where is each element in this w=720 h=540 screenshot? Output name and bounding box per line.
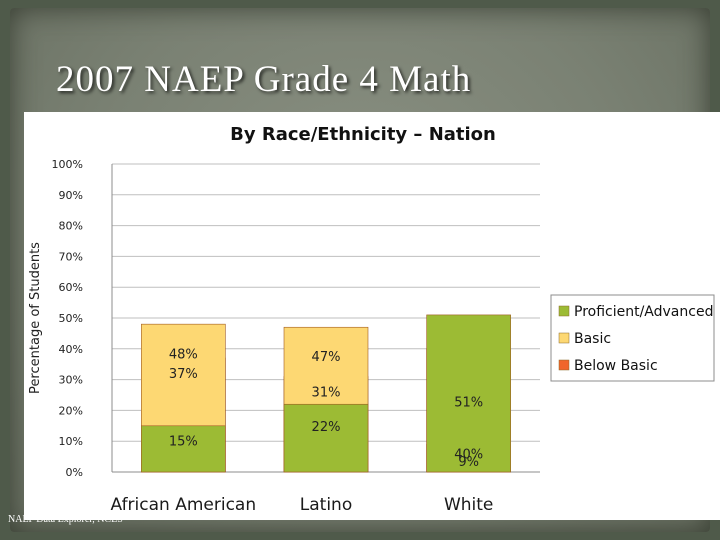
source-footnote: NAEP Data Explorer, NCES xyxy=(8,514,123,525)
y-tick-label: 50% xyxy=(59,312,83,325)
legend-box xyxy=(550,294,715,382)
slide-title: 2007 NAEP Grade 4 Math xyxy=(56,59,472,100)
legend-swatch xyxy=(558,305,570,317)
bar-proficient-advanced-1 xyxy=(283,403,369,473)
y-tick-label: 100% xyxy=(52,158,83,171)
y-tick-label: 0% xyxy=(66,466,83,479)
data-label: 51% xyxy=(454,395,483,410)
y-tick-label: 80% xyxy=(59,220,83,233)
data-label: 40% xyxy=(454,448,483,463)
y-tick-label: 20% xyxy=(59,404,83,417)
data-label: 48% xyxy=(169,348,198,363)
legend-entry: Basic xyxy=(574,331,611,347)
y-tick-label: 60% xyxy=(59,281,83,294)
x-category-label: African American xyxy=(111,495,257,515)
y-tick-label: 70% xyxy=(59,250,83,263)
bar-proficient-advanced-0 xyxy=(141,425,226,473)
y-tick-label: 10% xyxy=(59,435,83,448)
data-label: 9% xyxy=(458,455,479,470)
legend-swatch xyxy=(558,332,570,344)
data-label: 31% xyxy=(312,386,341,401)
data-label: 15% xyxy=(169,435,198,450)
data-label: 37% xyxy=(169,367,198,382)
chart-title: By Race/Ethnicity – Nation xyxy=(230,124,496,145)
y-tick-label: 90% xyxy=(59,189,83,202)
x-category-label: Latino xyxy=(300,495,352,515)
x-category-label: White xyxy=(444,495,493,515)
y-tick-label: 30% xyxy=(59,374,83,387)
data-label: 22% xyxy=(312,420,341,435)
legend-entry: Below Basic xyxy=(574,358,658,374)
y-axis-label: Percentage of Students xyxy=(28,242,43,394)
bar-proficient-advanced-2 xyxy=(426,314,511,473)
legend-entry: Proficient/Advanced xyxy=(574,304,713,320)
legend-swatch xyxy=(558,359,570,371)
y-tick-label: 40% xyxy=(59,343,83,356)
data-label: 47% xyxy=(312,350,341,365)
